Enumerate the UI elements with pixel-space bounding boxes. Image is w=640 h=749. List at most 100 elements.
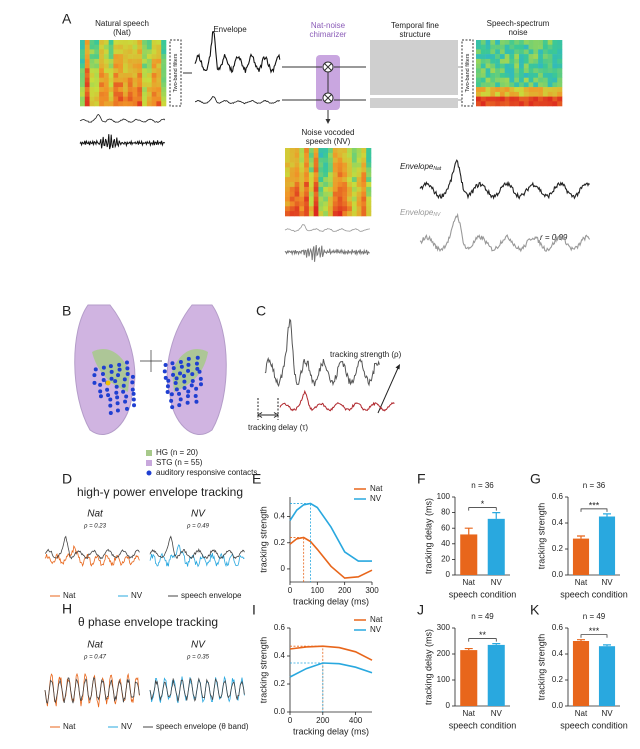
spectrogram-cell [361,157,367,163]
contact [182,374,187,379]
y-tick-label: 0.2 [274,538,286,547]
spectrogram-cell [366,162,372,168]
spectrogram-cell [538,101,544,107]
spectrogram-cell [366,172,372,178]
spectrogram-cell [495,82,501,88]
spectrogram-cell [308,186,314,193]
spectrogram-cell [542,49,548,55]
spectrogram-cell [542,58,548,64]
spectrogram-cell [142,73,148,78]
spectrogram-cell [514,54,520,60]
spectrogram-cell [328,196,334,202]
y-axis-label: tracking delay (ms) [423,629,433,705]
contact [185,400,190,405]
spectrogram-cell [123,82,129,88]
spectrogram-cell [137,63,143,69]
spectrogram-cell [318,206,324,212]
spectrogram-cell [528,77,534,83]
spectrogram-cell [332,186,338,193]
spectrogram-cell [504,96,510,102]
contact [186,368,191,373]
spectrogram-cell [509,44,515,50]
panel-label: A [62,11,72,27]
spectrogram-cell [318,196,324,202]
contact [125,366,130,371]
y-tick-label: 0.4 [274,651,286,660]
spectrogram-cell [84,82,90,88]
spectrogram-cell [294,196,300,202]
spectrogram-cell [99,82,105,88]
multiplier-x [324,63,332,71]
spectrogram-cell [99,73,105,78]
x-tick-label: 200 [338,586,352,595]
spectrogram-cell [108,44,114,50]
spectrogram-cell [299,211,305,217]
spectrogram-cell [332,191,338,197]
spectrogram-cell [542,40,548,45]
waveform [149,677,245,702]
y-axis-label: tracking strength [536,503,546,570]
spectrogram-cell [123,96,129,102]
y-tick-label: 0.4 [274,512,286,521]
x-tick-label: 400 [349,716,363,725]
significance: * [481,499,485,509]
waveform [195,96,281,105]
spectrogram-cell [480,40,486,45]
spectrogram-cell [480,91,486,97]
spectrogram-cell [347,182,353,188]
spectrogram-cell [538,54,544,60]
spectrogram-cell [299,172,305,178]
spectrogram-cell [99,87,105,93]
spectrogram-cell [108,101,114,107]
panel-label: C [256,303,266,319]
spectrogram-cell [361,152,367,159]
spectrogram-cell [89,91,95,97]
spectrogram-cell [504,73,510,78]
spectrogram-cell [146,73,152,78]
spectrogram-cell [504,49,510,55]
spectrogram-cell [480,82,486,88]
arrow [458,66,462,101]
spectrogram-cell [299,148,305,154]
spectrogram-cell [361,196,367,202]
spectrogram-cell [308,201,314,207]
title: noise [508,28,528,37]
spectrogram-cell [294,172,300,178]
spectrogram-cell [142,96,148,102]
spectrogram-cell [528,63,534,69]
spectrogram-cell [304,148,310,154]
bar [598,516,616,575]
spectrogram-cell [547,77,553,83]
spectrogram-cell [533,87,539,93]
spectrogram-cell [285,167,291,173]
spectrogram-cell [337,167,343,173]
spectrogram-cell [480,49,486,55]
spectrogram-cell [289,201,295,207]
spectrogram-cell [557,96,563,102]
spectrogram-cell [547,54,553,60]
y-tick-label: 0.2 [552,675,564,684]
spectrogram-cell [514,87,520,93]
spectrogram-cell [294,162,300,168]
spectrogram-cell [347,191,353,197]
spectrogram-cell [485,54,491,60]
spectrogram-cell [490,44,496,50]
n-label: n = 49 [471,612,494,621]
spectrogram-cell [552,87,558,93]
spectrogram-cell [332,177,338,183]
spectrogram-cell [557,44,563,50]
spectrogram-cell [509,77,515,83]
spectrogram-cell [519,77,525,83]
legend-label: NV [370,625,382,634]
spectrogram-cell [89,87,95,93]
spectrogram-cell [552,49,558,55]
x-tick-label: Nat [463,709,476,718]
spectrogram-cell [132,77,138,83]
contact [163,375,168,380]
filter-label: Two-band filters [173,53,179,92]
spectrogram-cell [323,196,329,202]
bar [487,518,505,575]
line-series [289,502,372,562]
y-tick-label: 0.6 [552,623,564,632]
spectrogram-cell [113,63,119,69]
